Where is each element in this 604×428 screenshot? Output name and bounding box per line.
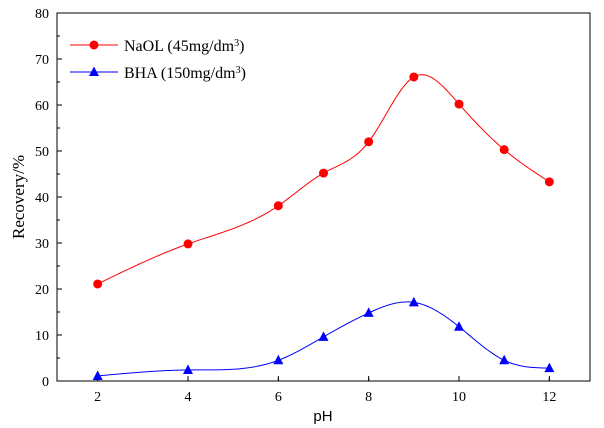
bha-data-point <box>544 362 555 373</box>
y-tick-label: 80 <box>35 7 49 22</box>
series-1-curve <box>97 74 550 285</box>
x-tick-label: 6 <box>275 390 282 405</box>
legend: NaOL (45mg/dm3) BHA (150mg/dm3) <box>70 38 246 83</box>
naol-data-point <box>273 201 283 211</box>
y-tick-label: 30 <box>35 237 49 252</box>
naol-data-point <box>544 177 554 187</box>
bha-data-point <box>499 354 510 365</box>
y-tick-label: 40 <box>35 191 49 206</box>
naol-data-point <box>454 99 464 109</box>
x-axis-title: pH <box>313 408 332 425</box>
naol-data-point <box>364 137 374 147</box>
y-tick-label: 60 <box>35 99 49 114</box>
naol-data-point <box>499 145 509 155</box>
axis-ticks: 2 4 6 8 10 12 0 10 20 30 40 50 60 70 80 <box>35 7 556 405</box>
fitted-curves <box>97 74 550 377</box>
bha-data-point <box>408 296 419 307</box>
x-tick-label: 10 <box>452 390 466 405</box>
y-tick-label: 0 <box>42 375 49 390</box>
x-tick-label: 2 <box>94 390 101 405</box>
bha-data-point <box>273 354 284 365</box>
naol-data-point <box>319 168 328 178</box>
data-markers <box>92 72 555 380</box>
bha-data-point <box>182 364 193 374</box>
naol-data-point <box>93 279 103 289</box>
bha-data-point <box>92 370 103 380</box>
y-axis-title: Recovery/% <box>9 155 28 239</box>
x-tick-label: 12 <box>542 390 556 405</box>
legend-label: NaOL (45mg/dm3) <box>124 38 244 56</box>
bha-data-point <box>318 331 329 341</box>
y-tick-label: 10 <box>35 329 49 344</box>
x-tick-label: 4 <box>184 390 191 405</box>
y-tick-label: 20 <box>35 283 49 298</box>
bha-data-point <box>363 307 374 317</box>
legend-label: BHA (150mg/dm3) <box>124 65 246 83</box>
naol-data-point <box>183 239 193 249</box>
x-tick-label: 8 <box>365 390 372 405</box>
y-tick-label: 70 <box>35 53 49 68</box>
y-tick-label: 50 <box>35 145 49 160</box>
legend-marker <box>89 66 99 76</box>
bha-data-point <box>454 321 465 331</box>
naol-data-point <box>409 72 419 82</box>
legend-marker <box>89 40 99 50</box>
